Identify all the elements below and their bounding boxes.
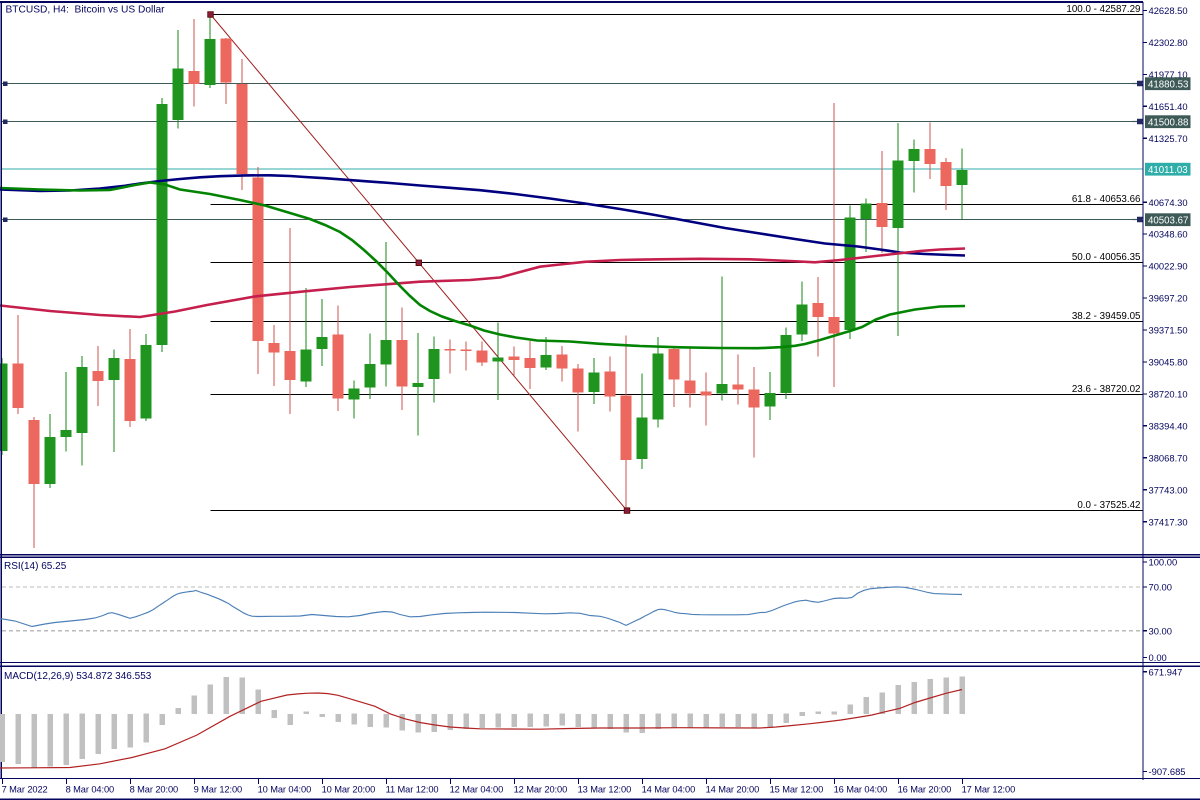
svg-text:41011.03: 41011.03 bbox=[1148, 165, 1188, 176]
svg-text:9 Mar 12:00: 9 Mar 12:00 bbox=[194, 784, 243, 794]
svg-text:38.2 - 39459.05: 38.2 - 39459.05 bbox=[1072, 311, 1141, 322]
svg-text:40503.67: 40503.67 bbox=[1148, 215, 1188, 226]
svg-text:38068.70: 38068.70 bbox=[1149, 452, 1188, 463]
svg-text:41651.40: 41651.40 bbox=[1149, 101, 1188, 112]
svg-text:23.6 - 38720.02: 23.6 - 38720.02 bbox=[1072, 384, 1141, 395]
svg-text:100.0 - 42587.29: 100.0 - 42587.29 bbox=[1066, 4, 1140, 15]
svg-text:RSI(14) 65.25: RSI(14) 65.25 bbox=[4, 561, 67, 572]
svg-text:41880.53: 41880.53 bbox=[1148, 79, 1188, 90]
svg-text:MACD(12,26,9) 534.872 346.553: MACD(12,26,9) 534.872 346.553 bbox=[4, 671, 152, 682]
svg-text:38394.40: 38394.40 bbox=[1149, 420, 1188, 431]
svg-text:10 Mar 04:00: 10 Mar 04:00 bbox=[258, 784, 312, 794]
svg-text:50.0 - 40056.35: 50.0 - 40056.35 bbox=[1072, 252, 1141, 263]
svg-text:61.8 - 40653.66: 61.8 - 40653.66 bbox=[1072, 194, 1141, 205]
svg-text:37417.30: 37417.30 bbox=[1149, 516, 1188, 527]
svg-text:42302.80: 42302.80 bbox=[1149, 37, 1188, 48]
svg-text:10 Mar 20:00: 10 Mar 20:00 bbox=[322, 784, 376, 794]
svg-text:40674.30: 40674.30 bbox=[1149, 197, 1188, 208]
svg-text:37743.00: 37743.00 bbox=[1149, 484, 1188, 495]
svg-text:8 Mar 04:00: 8 Mar 04:00 bbox=[66, 784, 115, 794]
svg-text:39371.50: 39371.50 bbox=[1149, 325, 1188, 336]
svg-text:17 Mar 12:00: 17 Mar 12:00 bbox=[962, 784, 1016, 794]
svg-text:0.00: 0.00 bbox=[1149, 652, 1167, 663]
svg-text:41325.70: 41325.70 bbox=[1149, 133, 1188, 144]
svg-text:70.00: 70.00 bbox=[1149, 582, 1172, 593]
svg-text:14 Mar 04:00: 14 Mar 04:00 bbox=[642, 784, 696, 794]
svg-text:16 Mar 04:00: 16 Mar 04:00 bbox=[834, 784, 888, 794]
svg-text:12 Mar 20:00: 12 Mar 20:00 bbox=[514, 784, 568, 794]
svg-text:-907.685: -907.685 bbox=[1149, 766, 1186, 777]
svg-text:40348.60: 40348.60 bbox=[1149, 229, 1188, 240]
svg-text:8 Mar 20:00: 8 Mar 20:00 bbox=[130, 784, 179, 794]
svg-text:39045.80: 39045.80 bbox=[1149, 357, 1188, 368]
svg-text:13 Mar 12:00: 13 Mar 12:00 bbox=[578, 784, 632, 794]
svg-text:BTCUSD, H4: Bitcoin vs US Dol: BTCUSD, H4: Bitcoin vs US Dollar bbox=[6, 4, 166, 15]
svg-text:41977.10: 41977.10 bbox=[1149, 69, 1188, 80]
svg-text:41500.88: 41500.88 bbox=[1148, 117, 1188, 128]
svg-text:100.00: 100.00 bbox=[1149, 557, 1178, 568]
svg-text:12 Mar 04:00: 12 Mar 04:00 bbox=[450, 784, 504, 794]
svg-text:42628.50: 42628.50 bbox=[1149, 5, 1188, 16]
svg-text:16 Mar 20:00: 16 Mar 20:00 bbox=[898, 784, 952, 794]
svg-text:671.947: 671.947 bbox=[1149, 666, 1183, 677]
svg-text:0.0 - 37525.42: 0.0 - 37525.42 bbox=[1077, 500, 1140, 511]
svg-text:11 Mar 12:00: 11 Mar 12:00 bbox=[386, 784, 439, 794]
svg-text:40022.90: 40022.90 bbox=[1149, 261, 1188, 272]
svg-text:14 Mar 20:00: 14 Mar 20:00 bbox=[706, 784, 760, 794]
svg-text:38720.10: 38720.10 bbox=[1149, 389, 1188, 400]
svg-text:7 Mar 2022: 7 Mar 2022 bbox=[2, 784, 48, 794]
svg-text:39697.20: 39697.20 bbox=[1149, 293, 1188, 304]
svg-text:15 Mar 12:00: 15 Mar 12:00 bbox=[770, 784, 824, 794]
svg-text:30.00: 30.00 bbox=[1149, 625, 1172, 636]
